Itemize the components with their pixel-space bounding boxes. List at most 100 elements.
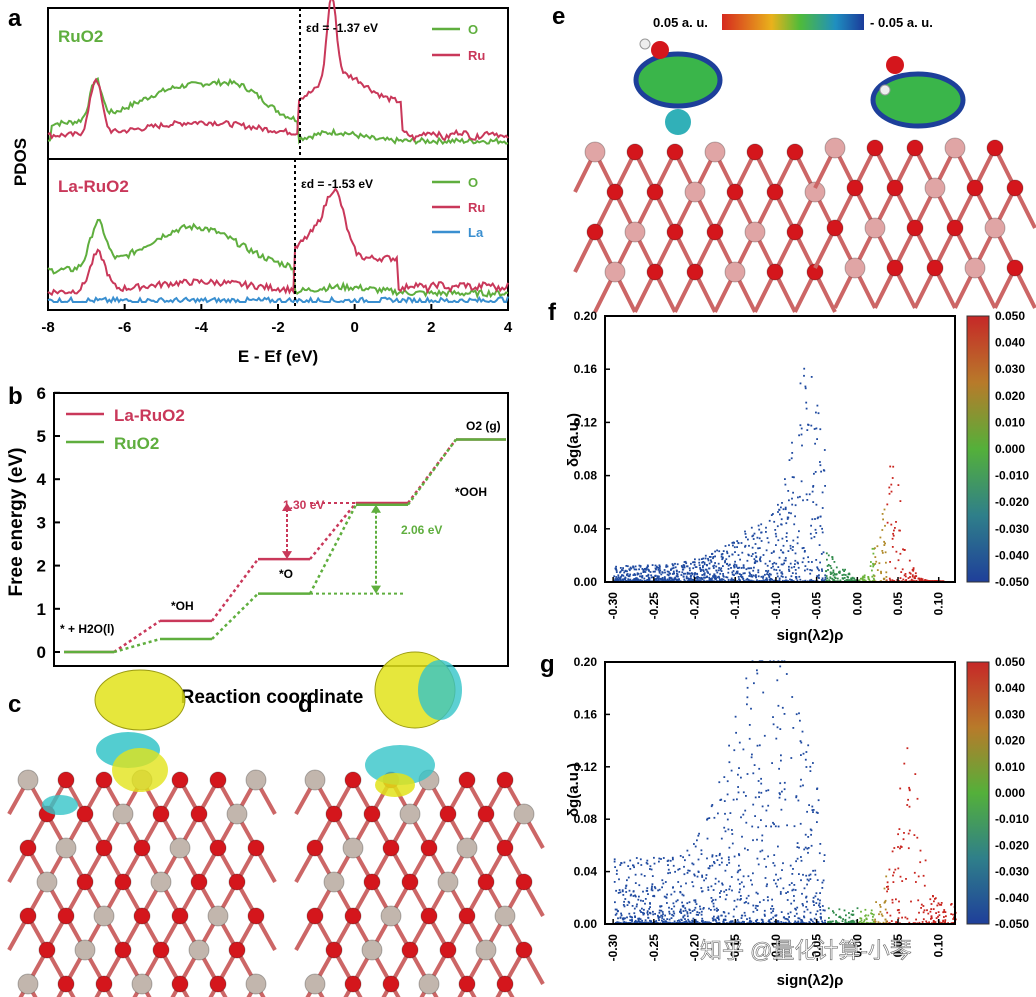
nci-point — [927, 912, 930, 915]
metal-atom — [74, 939, 96, 961]
oxygen-atom — [19, 907, 37, 925]
nci-point — [682, 905, 685, 908]
nci-point — [756, 918, 759, 921]
nci-point — [782, 921, 785, 924]
oxygen-atom — [382, 839, 400, 857]
nci-point — [652, 576, 654, 579]
nci-point — [664, 571, 666, 574]
legend-bot-ru: Ru — [468, 200, 485, 215]
nci-point — [704, 554, 707, 557]
nci-point — [632, 890, 635, 893]
nci-point — [661, 879, 664, 882]
nci-point — [817, 898, 819, 901]
nci-point — [780, 759, 782, 762]
nci-point — [722, 918, 725, 921]
nci-point — [911, 579, 914, 582]
nci-point — [816, 821, 818, 823]
nci-point — [669, 921, 671, 924]
nci-point — [809, 873, 812, 876]
nci-point — [735, 905, 738, 908]
nci-point — [639, 909, 641, 912]
nci-point — [633, 579, 635, 582]
nci-point — [748, 917, 751, 920]
nci-point — [859, 920, 861, 923]
nci-point — [660, 909, 663, 912]
nci-point — [850, 578, 853, 580]
nci-point — [634, 915, 636, 918]
oxygen-atom — [606, 183, 624, 201]
nci-point — [871, 918, 874, 921]
nci-point — [738, 854, 741, 857]
nci-point — [777, 920, 780, 923]
nci-point — [843, 570, 845, 572]
nci-point — [775, 873, 777, 876]
nci-point — [795, 795, 798, 797]
nci-point — [786, 518, 789, 520]
nci-point — [743, 885, 745, 888]
nci-point — [944, 911, 947, 913]
nci-point — [671, 913, 673, 916]
nci-point — [737, 542, 740, 544]
nci-point — [790, 902, 793, 905]
nci-point — [757, 826, 760, 829]
nci-point — [691, 910, 694, 912]
nci-point — [888, 486, 891, 489]
nci-point — [691, 881, 694, 883]
nci-point — [683, 561, 686, 563]
nci-point — [821, 507, 824, 509]
nci-point — [629, 566, 632, 569]
nci-point — [844, 580, 846, 582]
nci-point — [615, 912, 618, 915]
nci-point — [811, 920, 814, 923]
nci-point — [813, 917, 816, 920]
oxygen-atom — [826, 219, 844, 237]
nci-point — [714, 877, 717, 880]
nci-point — [805, 751, 808, 753]
nci-point — [756, 909, 759, 911]
nci-point — [627, 575, 630, 578]
nci-point — [918, 577, 921, 580]
nci-point — [710, 885, 713, 888]
nci-point — [883, 887, 886, 890]
nci-point — [760, 819, 762, 821]
nci-point — [734, 715, 737, 718]
nci-point — [861, 576, 864, 579]
nci-point — [797, 562, 799, 565]
nci-point — [733, 899, 736, 902]
nci-point — [832, 571, 835, 574]
nci-point — [698, 832, 700, 835]
oxygen-atom — [171, 771, 189, 789]
nci-g-axes: 0.200.160.120.080.040.00-0.30 -0.25 -0.20-… — [574, 655, 1030, 961]
nci-point — [757, 575, 760, 578]
nci-point — [828, 579, 831, 582]
nci-point — [674, 562, 676, 565]
nci-point — [677, 881, 680, 883]
nci-point — [845, 921, 847, 924]
nci-point — [918, 579, 921, 581]
nci-point — [879, 906, 882, 908]
nci-point — [745, 578, 748, 581]
nci-point — [838, 908, 841, 911]
oxygen-atom — [458, 975, 476, 993]
nci-point — [805, 493, 808, 496]
metal-atom — [188, 939, 210, 961]
nci-point — [799, 785, 802, 788]
nci-point — [615, 571, 618, 573]
nci-point — [711, 855, 714, 858]
nci-point — [722, 556, 724, 559]
nci-point — [712, 557, 714, 560]
oxygen-atom — [666, 143, 684, 161]
nci-point — [677, 575, 679, 578]
nci-point — [767, 899, 769, 902]
oxygen-atom — [133, 907, 151, 925]
nci-point — [676, 563, 679, 566]
nci-point — [727, 912, 730, 915]
nci-point — [843, 577, 846, 579]
nci-point — [770, 907, 772, 910]
panel-label-d: d — [298, 691, 313, 718]
nci-point — [757, 571, 760, 574]
nci-point — [826, 565, 829, 567]
nci-point — [730, 769, 733, 772]
nci-point — [736, 798, 738, 801]
nci-point — [619, 917, 622, 919]
